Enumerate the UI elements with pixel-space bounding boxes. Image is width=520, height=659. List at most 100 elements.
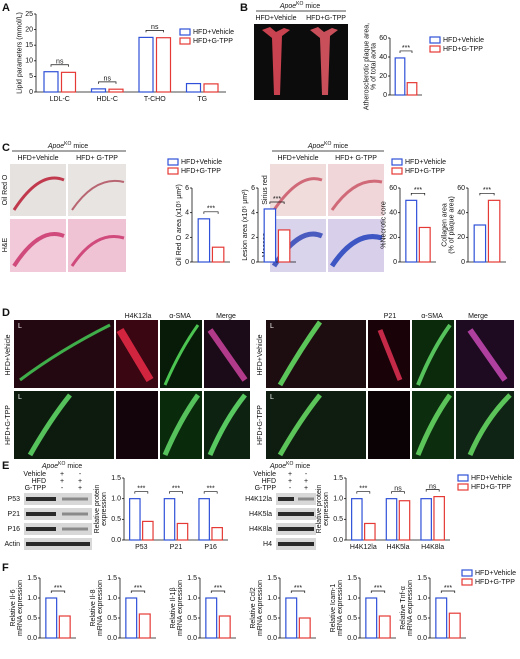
significance-label: ***: [294, 585, 302, 592]
column-label: HFD+ G-TPP: [335, 155, 377, 162]
legend-swatch: [429, 45, 441, 53]
column-label: HFD+Vehicle: [277, 155, 318, 162]
row-label: H&E: [2, 237, 9, 252]
significance-label: ***: [214, 585, 222, 592]
bar: [90, 88, 107, 93]
aorta: [262, 27, 290, 95]
condition-mark: +: [304, 478, 308, 485]
column-label: HFD+Vehicle: [255, 15, 296, 22]
condition-mark: +: [78, 485, 82, 492]
x-tick-label: P53: [135, 544, 148, 551]
lumen-label: L: [18, 394, 22, 401]
bar: [418, 226, 431, 263]
column-label: HFD+Vehicle: [17, 155, 58, 162]
legend-swatch: [461, 569, 473, 577]
y-tick-label: 0: [393, 259, 397, 266]
y-tick-label: 0.5: [27, 615, 37, 622]
x-tick-label: P21: [170, 544, 183, 551]
y-tick-label: 20: [389, 234, 397, 241]
significance-bracket: [391, 491, 405, 494]
y-tick-label: 0.0: [417, 635, 427, 642]
bar: [211, 526, 223, 541]
row-label: Oil Red O: [2, 174, 9, 205]
bar: [385, 498, 398, 541]
bar: [435, 597, 448, 639]
y-axis-label: mRNA expression: [407, 580, 414, 636]
panel-label: B: [240, 2, 248, 14]
y-tick-label: 0.0: [267, 635, 277, 642]
group-label: ApoeKO mice: [41, 461, 82, 470]
y-axis-label: % of total aorta: [371, 43, 378, 90]
y-axis-label: Oil Red O area (x10⁵ μm²): [176, 184, 183, 266]
photo: [368, 391, 410, 459]
bar: [176, 522, 189, 541]
legend-swatch: [179, 37, 191, 45]
significance-bracket: [269, 201, 285, 204]
bar: [473, 224, 487, 263]
column-label: Merge: [468, 313, 488, 320]
y-tick-label: 1.0: [111, 496, 121, 503]
group-label: ApoeKO mice: [47, 141, 88, 150]
y-tick-label: 0.5: [347, 615, 357, 622]
y-axis-label: Relative Il-8: [90, 589, 97, 626]
x-tick-label: H4K8la: [421, 544, 444, 551]
y-tick-label: 1.0: [27, 595, 37, 602]
y-axis-label: expression: [323, 492, 330, 526]
photo: [328, 219, 384, 272]
x-tick-label: TG: [197, 96, 207, 103]
y-axis-label: mRNA expression: [177, 580, 184, 636]
significance-bracket: [130, 590, 146, 593]
legend-label: HFD+G-TPP: [193, 38, 233, 45]
y-tick-label: 0: [185, 259, 189, 266]
bar: [405, 199, 418, 263]
stain: [162, 393, 201, 456]
significance-bracket: [356, 491, 371, 494]
y-tick-label: 15: [25, 42, 33, 49]
plaque: [329, 234, 383, 268]
band: [278, 497, 314, 546]
condition-label: G-TPP: [25, 485, 47, 492]
condition-mark: +: [78, 478, 82, 485]
bar: [448, 612, 461, 639]
y-tick-label: 1.0: [187, 595, 197, 602]
band: [26, 497, 90, 546]
significance-bracket: [290, 590, 306, 593]
y-axis-label: mRNA expression: [257, 580, 264, 636]
photo: [68, 164, 126, 216]
condition-mark: -: [289, 485, 292, 492]
significance-label: ***: [402, 45, 410, 52]
y-tick-label: 40: [379, 54, 387, 61]
y-tick-label: 0: [461, 259, 465, 266]
significance-bracket: [50, 590, 66, 593]
y-tick-label: 1.0: [333, 496, 343, 503]
bar: [433, 496, 445, 541]
condition-label: HFD: [32, 478, 46, 485]
significance-label: ***: [207, 486, 215, 493]
band-label: H4K5la: [249, 511, 272, 518]
band-label: Actin: [4, 541, 20, 548]
condition-mark: -: [61, 485, 64, 492]
stain: [415, 393, 453, 456]
y-tick-label: 0.5: [267, 615, 277, 622]
y-axis-label: Atherosclerotic plaque area,: [364, 23, 371, 110]
lumen-label: L: [18, 323, 22, 330]
legend-swatch: [167, 167, 179, 175]
significance-label: ***: [483, 187, 491, 194]
sirius-masson-images: ApoeKO mice HFD+Vehicle HFD+ G-TPP Sirius…: [262, 141, 384, 272]
legend-label: HFD+Vehicle: [181, 159, 222, 166]
significance-bracket: [134, 491, 149, 494]
bar: [365, 597, 378, 639]
blot: [24, 508, 92, 520]
condition-label: HFD: [262, 478, 276, 485]
y-tick-label: 1.5: [27, 575, 37, 582]
aorta: [310, 27, 338, 95]
photo: [116, 391, 158, 459]
row-label: HFD+Vehicle: [257, 334, 264, 375]
bar: [125, 597, 138, 639]
y-tick-label: 0.5: [107, 615, 117, 622]
y-axis-label: Relative Tnf-α: [400, 586, 407, 630]
bar: [487, 199, 501, 263]
condition-mark: +: [304, 485, 308, 492]
if-images-right: P21 α-SMA Merge HFD+Vehicle HFD+G-TPP L …: [257, 313, 514, 459]
